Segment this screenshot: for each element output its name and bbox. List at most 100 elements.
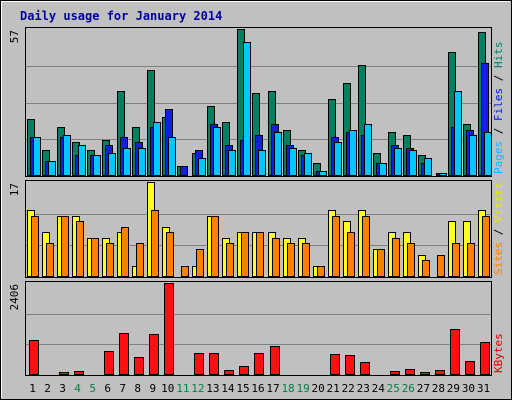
bar-pages-day-21 bbox=[334, 142, 342, 176]
bar-pages-day-12 bbox=[198, 158, 206, 176]
x-tick-day-25: 25 bbox=[387, 382, 400, 395]
x-tick-day-24: 24 bbox=[372, 382, 386, 395]
bar-sites-day-22 bbox=[347, 232, 355, 277]
bar-sites-day-28 bbox=[437, 255, 445, 277]
bar-sites-day-4 bbox=[76, 221, 84, 277]
bar-pages-day-9 bbox=[153, 122, 161, 176]
x-tick-day-11: 11 bbox=[176, 382, 189, 395]
x-tick-day-7: 7 bbox=[119, 382, 126, 395]
bar-kbytes-day-8 bbox=[134, 357, 144, 375]
bar-kbytes-day-23 bbox=[360, 362, 370, 375]
bar-pages-day-15 bbox=[243, 42, 251, 176]
bar-sites-day-14 bbox=[226, 243, 234, 277]
bar-pages-day-16 bbox=[258, 150, 266, 176]
bar-sites-day-13 bbox=[211, 216, 219, 277]
bar-kbytes-day-29 bbox=[450, 329, 460, 375]
bar-kbytes-day-28 bbox=[435, 370, 445, 375]
bar-pages-day-13 bbox=[213, 127, 221, 176]
bar-kbytes-day-30 bbox=[465, 361, 475, 375]
bar-sites-day-5 bbox=[91, 238, 99, 277]
x-tick-day-9: 9 bbox=[149, 382, 156, 395]
x-tick-day-6: 6 bbox=[104, 382, 111, 395]
x-tick-day-1: 1 bbox=[29, 382, 36, 395]
bar-files-day-11 bbox=[180, 166, 188, 176]
panel-hits: 57 Pages / Files / Hits bbox=[8, 27, 505, 177]
chart-title: Daily usage for January 2014 bbox=[20, 9, 222, 23]
x-tick-day-4: 4 bbox=[74, 382, 81, 395]
panel-kbytes-axis-label: KBytes bbox=[492, 333, 505, 373]
bar-sites-day-16 bbox=[256, 232, 264, 277]
x-tick-day-27: 27 bbox=[417, 382, 430, 395]
series-sites bbox=[31, 210, 490, 277]
bar-sites-day-18 bbox=[287, 243, 295, 277]
bar-kbytes-day-1 bbox=[29, 340, 39, 375]
bar-pages-day-7 bbox=[123, 148, 131, 176]
x-tick-day-3: 3 bbox=[59, 382, 66, 395]
axis-label-hits: Hits bbox=[492, 42, 505, 69]
bar-pages-day-24 bbox=[379, 163, 387, 176]
bar-pages-day-27 bbox=[424, 158, 432, 176]
bar-pages-day-5 bbox=[93, 155, 101, 176]
panel-kbytes-max-label: 2406 bbox=[8, 284, 21, 311]
bar-pages-day-17 bbox=[274, 132, 282, 176]
bar-kbytes-day-25 bbox=[390, 371, 400, 375]
panel-visits-max-label: 17 bbox=[8, 183, 21, 196]
bar-pages-day-19 bbox=[304, 153, 312, 176]
bar-sites-day-2 bbox=[46, 243, 54, 277]
x-tick-day-20: 20 bbox=[312, 382, 325, 395]
panel-hits-max-label: 57 bbox=[8, 30, 21, 43]
series-kbytes bbox=[29, 283, 490, 375]
axis-label-separator: / bbox=[492, 222, 505, 242]
bar-kbytes-day-27 bbox=[420, 372, 430, 375]
x-tick-day-31: 31 bbox=[477, 382, 490, 395]
bar-pages-day-18 bbox=[289, 148, 297, 176]
bar-kbytes-day-21 bbox=[330, 354, 340, 375]
bar-kbytes-day-12 bbox=[194, 353, 204, 375]
axis-label-visits: Visits bbox=[492, 182, 505, 222]
x-tick-day-12: 12 bbox=[191, 382, 204, 395]
bar-sites-day-11 bbox=[181, 266, 189, 277]
bar-sites-day-24 bbox=[377, 249, 385, 277]
bar-sites-day-12 bbox=[196, 249, 204, 277]
bar-sites-day-6 bbox=[106, 243, 114, 277]
bar-pages-day-29 bbox=[454, 91, 462, 176]
bar-sites-day-8 bbox=[136, 243, 144, 277]
bar-sites-day-21 bbox=[332, 216, 340, 277]
bar-kbytes-day-26 bbox=[405, 369, 415, 375]
bar-pages-day-25 bbox=[394, 148, 402, 176]
x-tick-day-21: 21 bbox=[327, 382, 340, 395]
bar-sites-day-30 bbox=[467, 243, 475, 277]
x-tick-day-28: 28 bbox=[432, 382, 445, 395]
series-pages bbox=[33, 42, 492, 176]
x-tick-day-17: 17 bbox=[266, 382, 279, 395]
bar-kbytes-day-17 bbox=[270, 346, 280, 375]
x-tick-day-23: 23 bbox=[357, 382, 370, 395]
x-tick-day-26: 26 bbox=[402, 382, 415, 395]
bar-sites-day-9 bbox=[151, 210, 159, 277]
bar-sites-day-29 bbox=[452, 243, 460, 277]
bar-kbytes-day-4 bbox=[74, 371, 84, 375]
bar-kbytes-day-6 bbox=[104, 351, 114, 375]
bar-sites-day-10 bbox=[166, 232, 174, 277]
bar-kbytes-day-22 bbox=[345, 355, 355, 375]
x-tick-day-10: 10 bbox=[161, 382, 174, 395]
x-tick-day-16: 16 bbox=[251, 382, 264, 395]
bar-kbytes-day-13 bbox=[209, 353, 219, 375]
bar-pages-day-20 bbox=[319, 171, 327, 176]
bar-pages-day-3 bbox=[63, 135, 71, 176]
bar-pages-day-31 bbox=[484, 132, 492, 176]
bar-sites-day-27 bbox=[422, 260, 430, 277]
axis-label-sites: Sites bbox=[492, 242, 505, 275]
bar-sites-day-15 bbox=[241, 232, 249, 277]
bar-sites-day-3 bbox=[61, 216, 69, 277]
bar-sites-day-20 bbox=[317, 266, 325, 277]
bar-kbytes-day-14 bbox=[224, 370, 234, 375]
bar-sites-day-26 bbox=[407, 243, 415, 277]
panels: 57 Pages / Files / Hits 17 Sites / Visits 24… bbox=[8, 27, 505, 376]
x-tick-labels: 1 2 3 4 5 6 7 8 9 10 11 12 13 14 15 16 17 18 19 20 21 22 23 24 2… bbox=[29, 382, 490, 395]
bar-sites-day-17 bbox=[272, 238, 280, 277]
x-tick-day-19: 19 bbox=[296, 382, 309, 395]
bar-kbytes-day-7 bbox=[119, 333, 129, 375]
